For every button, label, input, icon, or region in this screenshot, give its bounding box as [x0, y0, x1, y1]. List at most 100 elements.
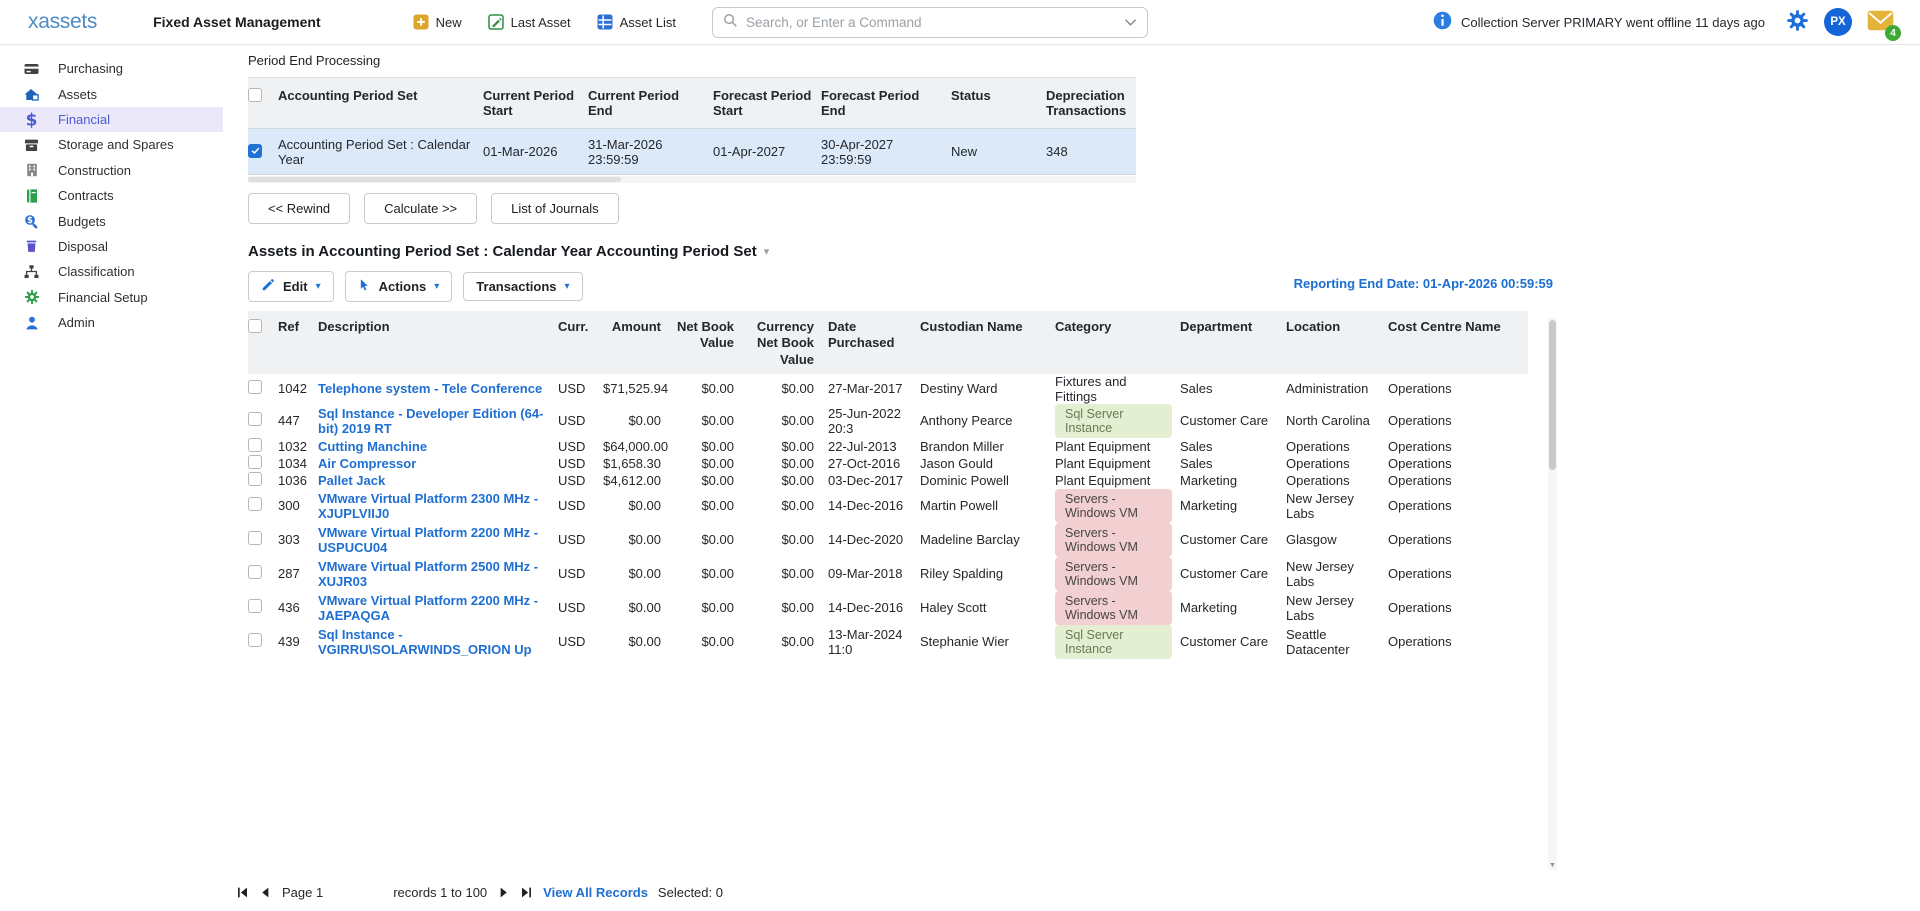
sidebar-item-storage-and-spares[interactable]: Storage and Spares: [0, 132, 223, 157]
sidebar-item-assets[interactable]: Assets: [0, 81, 223, 106]
sidebar-item-classification[interactable]: Classification: [0, 259, 223, 284]
row-checkbox[interactable]: [248, 438, 262, 452]
asset-description-link[interactable]: VMware Virtual Platform 2500 MHz - XUJR0…: [318, 559, 538, 589]
sidebar-item-admin[interactable]: Admin: [0, 310, 223, 335]
user-avatar[interactable]: PX: [1824, 8, 1852, 36]
topbar-right: Collection Server PRIMARY went offline 1…: [1433, 8, 1894, 36]
search-input[interactable]: [746, 15, 1116, 30]
cell-cost_centre_name: Operations: [1388, 489, 1528, 523]
category-badge: Servers - Windows VM: [1055, 591, 1172, 625]
asset-description-link[interactable]: Telephone system - Tele Conference: [318, 381, 542, 396]
quick-button-last-asset[interactable]: Last Asset: [488, 14, 571, 30]
sidebar-item-label: Disposal: [58, 239, 108, 254]
person-icon: [23, 315, 40, 331]
row-checkbox-cell: [248, 489, 278, 523]
table-row[interactable]: 1034Air CompressorUSD$1,658.30$0.00$0.00…: [248, 455, 1528, 472]
row-checkbox[interactable]: [248, 497, 262, 511]
table-row[interactable]: 303VMware Virtual Platform 2200 MHz - US…: [248, 523, 1528, 557]
sidebar-item-construction[interactable]: Construction: [0, 158, 223, 183]
table-row[interactable]: 447Sql Instance - Developer Edition (64-…: [248, 404, 1528, 438]
table-row[interactable]: 439Sql Instance - VGIRRU\SOLARWINDS_ORIO…: [248, 625, 1528, 659]
column-header: Status: [951, 78, 1046, 129]
edit-menu-button[interactable]: Edit ▾: [248, 271, 334, 302]
sidebar-item-disposal[interactable]: Disposal: [0, 234, 223, 259]
mail-button[interactable]: 4: [1867, 9, 1894, 35]
calculate-button[interactable]: Calculate >>: [364, 193, 477, 224]
settings-gear-icon[interactable]: [1786, 9, 1809, 35]
sidebar-item-contracts[interactable]: Contracts: [0, 183, 223, 208]
scrollbar-thumb[interactable]: [1549, 320, 1556, 470]
table-row[interactable]: 1042Telephone system - Tele ConferenceUS…: [248, 374, 1528, 404]
cell-ref: 1032: [278, 438, 318, 455]
cell-category: Servers - Windows VM: [1055, 557, 1180, 591]
row-checkbox[interactable]: [248, 412, 262, 426]
column-header: Date Purchased: [828, 311, 920, 374]
list-of-journals-button[interactable]: List of Journals: [491, 193, 618, 224]
row-checkbox[interactable]: [248, 633, 262, 647]
svg-text:$: $: [26, 111, 38, 128]
row-checkbox[interactable]: [248, 599, 262, 613]
period-end-table: Accounting Period SetCurrent Period Star…: [248, 77, 1136, 175]
select-all-checkbox[interactable]: [248, 88, 262, 102]
quick-button-asset-list[interactable]: Asset List: [597, 14, 676, 30]
period-cell-forecast_period_start: 01-Apr-2027: [713, 129, 821, 175]
cell-net_book_value: $0.00: [675, 625, 748, 659]
row-checkbox-cell: [248, 438, 278, 455]
row-checkbox[interactable]: [248, 455, 262, 469]
cell-curr: USD: [558, 438, 603, 455]
vertical-scrollbar[interactable]: ▼: [1548, 318, 1557, 870]
selected-count: Selected: 0: [658, 885, 723, 900]
table-row[interactable]: 300VMware Virtual Platform 2300 MHz - XJ…: [248, 489, 1528, 523]
quick-button-new[interactable]: New: [413, 14, 462, 30]
cell-net_book_value: $0.00: [675, 374, 748, 404]
cell-ref: 1042: [278, 374, 318, 404]
period-row[interactable]: Accounting Period Set : Calendar Year01-…: [248, 129, 1136, 175]
cell-department: Customer Care: [1180, 625, 1286, 659]
sidebar-item-financial[interactable]: $Financial: [0, 107, 223, 132]
row-checkbox[interactable]: [248, 531, 262, 545]
actions-menu-button[interactable]: Actions ▾: [345, 271, 453, 302]
table-row[interactable]: 1036Pallet JackUSD$4,612.00$0.00$0.0003-…: [248, 472, 1528, 489]
quick-button-label: Asset List: [620, 15, 676, 30]
cell-custodian_name: Destiny Ward: [920, 374, 1055, 404]
app-logo[interactable]: xassets: [28, 10, 97, 34]
table-row[interactable]: 1032Cutting ManchineUSD$64,000.00$0.00$0…: [248, 438, 1528, 455]
transactions-menu-button[interactable]: Transactions ▾: [463, 272, 582, 301]
asset-description-link[interactable]: VMware Virtual Platform 2300 MHz - XJUPL…: [318, 491, 538, 521]
scrollbar-down-arrow-icon[interactable]: ▼: [1548, 862, 1557, 869]
row-checkbox[interactable]: [248, 144, 262, 158]
asset-description-link[interactable]: Cutting Manchine: [318, 439, 427, 454]
row-checkbox[interactable]: [248, 472, 262, 486]
cell-department: Sales: [1180, 438, 1286, 455]
cursor-icon: [358, 278, 371, 295]
cell-date_purchased: 27-Mar-2017: [828, 374, 920, 404]
asset-description-link[interactable]: Pallet Jack: [318, 473, 385, 488]
asset-description-link[interactable]: Sql Instance - Developer Edition (64-bit…: [318, 406, 543, 436]
previous-page-button[interactable]: [259, 886, 272, 899]
table-row[interactable]: 436VMware Virtual Platform 2200 MHz - JA…: [248, 591, 1528, 625]
sidebar-item-budgets[interactable]: $Budgets: [0, 208, 223, 233]
last-page-button[interactable]: [520, 886, 533, 899]
search-box[interactable]: [712, 7, 1148, 38]
table-row[interactable]: 287VMware Virtual Platform 2500 MHz - XU…: [248, 557, 1528, 591]
row-checkbox-cell: [248, 625, 278, 659]
next-page-button[interactable]: [497, 886, 510, 899]
sidebar-item-purchasing[interactable]: Purchasing: [0, 56, 223, 81]
asset-description-link[interactable]: Sql Instance - VGIRRU\SOLARWINDS_ORION U…: [318, 627, 532, 657]
select-all-checkbox[interactable]: [248, 319, 262, 333]
cell-currency_net_book_value: $0.00: [748, 489, 828, 523]
first-page-button[interactable]: [236, 886, 249, 899]
sidebar-item-financial-setup[interactable]: Financial Setup: [0, 285, 223, 310]
rewind-button[interactable]: << Rewind: [248, 193, 350, 224]
row-checkbox[interactable]: [248, 565, 262, 579]
horizontal-scrollbar[interactable]: [248, 176, 1136, 183]
asset-description-link[interactable]: VMware Virtual Platform 2200 MHz - USPUC…: [318, 525, 538, 555]
cell-cost_centre_name: Operations: [1388, 404, 1528, 438]
row-checkbox[interactable]: [248, 380, 262, 394]
view-all-records-link[interactable]: View All Records: [543, 885, 648, 900]
cell-custodian_name: Anthony Pearce: [920, 404, 1055, 438]
asset-description-link[interactable]: VMware Virtual Platform 2200 MHz - JAEPA…: [318, 593, 538, 623]
asset-description-link[interactable]: Air Compressor: [318, 456, 416, 471]
heading-dropdown-icon[interactable]: ▾: [764, 245, 770, 258]
search-dropdown-chevron-icon[interactable]: [1124, 15, 1137, 30]
